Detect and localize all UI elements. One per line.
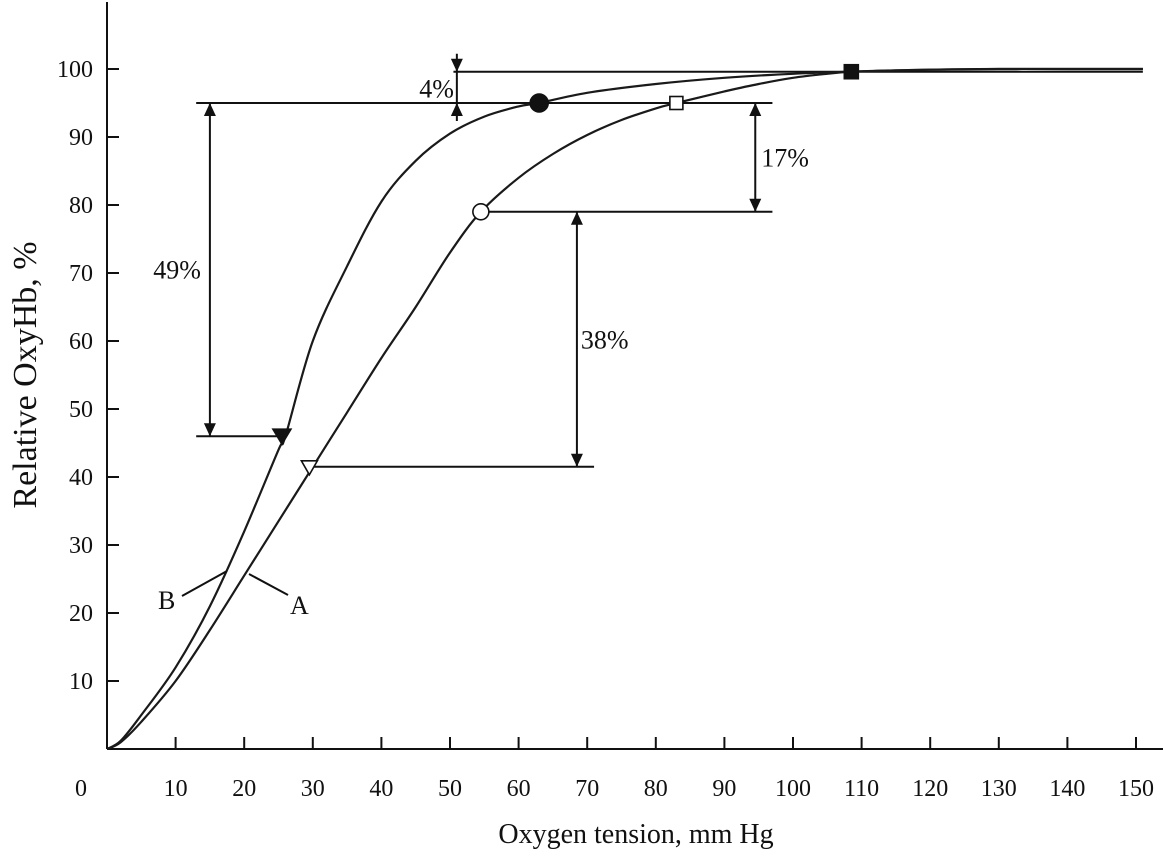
x-tick-label: 20 [232,776,256,802]
curve-b [106,67,1143,750]
curve-label-b: B [158,586,175,615]
y-tick-label: 80 [69,193,93,219]
x-tick-label: 140 [1049,776,1085,802]
x-axis-label: Oxygen tension, mm Hg [498,819,773,850]
y-tick-label: 60 [69,329,93,355]
x-tick-label: 80 [644,776,668,802]
arrow-head-down [570,453,583,467]
open-square-marker [669,95,684,111]
annotation-label: 17% [761,143,809,172]
x-tick-label: 70 [575,776,599,802]
x-tick-label: 50 [438,776,462,802]
curve-label-a: A [290,591,309,620]
x-tick-label: 60 [507,776,531,802]
x-tick-label: 130 [981,776,1017,802]
arrow-head-down [749,198,762,212]
annotation-label: 4% [419,75,454,104]
annotations-layer: 4% 17% 49% 38% B A [153,53,809,620]
y-tick-label: 100 [57,57,93,83]
filled-square-marker [843,63,860,80]
y-tick-label: 90 [69,125,93,151]
curve-label-leader [181,570,228,597]
y-axis-label: Relative OxyHb, % [7,241,44,508]
y-tick-label: 20 [69,601,93,627]
x-tick-label: 40 [369,776,393,802]
x-tick-label: 120 [912,776,948,802]
axes-layer: 0 10 20 30 40 50 60 70 80 90 100 110 120 130 140 150 10 2… [57,2,1163,802]
open-triangle-marker [299,459,319,477]
x-tick-label: 100 [775,776,811,802]
arrow-head-up [450,103,463,116]
curves-layer [106,67,1143,751]
x-tick-label: 150 [1118,776,1154,802]
filled-circle-marker [529,93,549,113]
x-tick-label: 10 [164,776,188,802]
arrow-head-up [749,103,762,116]
arrow-head-down [450,58,463,72]
x-tick-label: 110 [844,776,879,802]
y-tick-label: 70 [69,261,93,287]
annotation-label: 49% [153,256,201,285]
filled-triangle-marker [271,428,293,446]
x-tick-label: 30 [301,776,325,802]
open-circle-marker [472,203,490,221]
y-tick-label: 10 [69,669,93,695]
y-tick-label: 50 [69,397,93,423]
annotation-label: 38% [581,325,629,354]
guide-lines-layer [196,70,1143,468]
arrow-head-up [203,103,216,116]
arrow-head-up [570,211,583,225]
x-tick-label: 90 [712,776,736,802]
y-tick-label: 30 [69,533,93,559]
curve-label-leader [248,573,289,596]
y-tick-label: 40 [69,465,93,491]
curve-a [106,67,1143,751]
x-tick-label: 0 [75,776,87,802]
arrow-head-down [203,423,216,437]
markers-layer [271,63,860,477]
